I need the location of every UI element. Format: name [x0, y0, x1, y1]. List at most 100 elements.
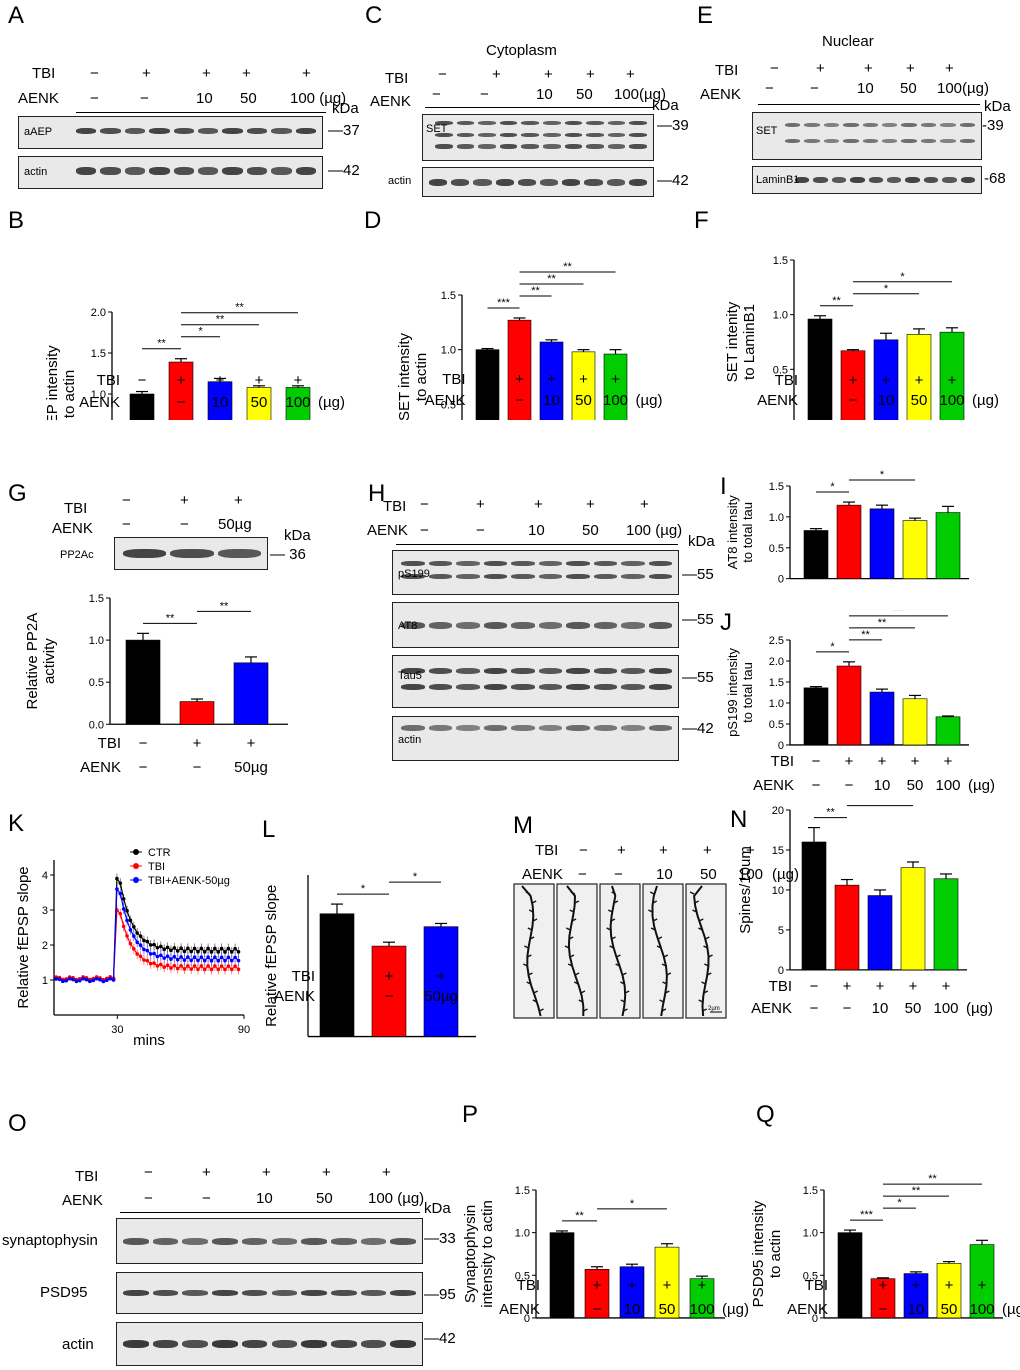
y-tick-label: 15 [772, 845, 784, 857]
g-aenk-2: 50µg [218, 516, 252, 533]
dendritic-spine [524, 945, 529, 949]
blot-band [823, 122, 840, 127]
tbi-value: + [547, 371, 556, 388]
h-aenk-2: 10 [528, 522, 545, 539]
h-blot-tau5 [392, 655, 679, 708]
m-aenk-1: − [614, 866, 623, 883]
y-tick-label: 1.5 [89, 593, 104, 605]
e-blot-set [752, 112, 982, 160]
blot-band [401, 683, 425, 690]
blot-band [182, 1340, 209, 1348]
significance-label: ** [912, 1185, 921, 1197]
c-blot-set [422, 114, 654, 161]
dendritic-spine [649, 891, 655, 895]
h-aenk-label: AENK [367, 522, 408, 539]
tbi-value: − [812, 753, 821, 770]
blot-band [182, 1290, 209, 1296]
blot-band [648, 683, 672, 690]
m-tbi-3: + [703, 842, 712, 859]
h-kda-label: kDa [688, 533, 715, 550]
dendritic-spine [652, 918, 658, 922]
h-blot-at8 [392, 602, 679, 648]
blot-band [100, 127, 121, 134]
g-blot-pp2ac-kda: — 36 [270, 546, 306, 563]
dendritic-spine [528, 972, 533, 976]
c-tbi-label: TBI [385, 70, 409, 87]
m-tbi-label: TBI [535, 842, 559, 859]
blot-band [212, 1290, 238, 1296]
blot-band [521, 133, 539, 138]
y-axis-label: to total tau [740, 662, 755, 723]
bar [935, 512, 961, 579]
g-aenk-1: − [180, 516, 189, 533]
y-axis-label: SET intenity [724, 301, 741, 382]
dendrite [521, 885, 542, 1017]
tbi-row-label: TBI [769, 978, 792, 995]
aenk-value: 50 [911, 392, 928, 409]
blot-band [301, 1290, 327, 1296]
panel-letter-m: M [513, 812, 533, 839]
bar [869, 691, 895, 746]
blot-band [429, 178, 448, 186]
blot-band [483, 668, 507, 675]
g-aenk-label: AENK [52, 520, 93, 537]
dendritic-spine [578, 999, 584, 1003]
y-tick-label: 4 [42, 870, 48, 882]
aenk-value: − [843, 1000, 852, 1017]
y-tick-label: 2.0 [91, 307, 106, 319]
significance-label: ** [216, 314, 225, 326]
o-blot-psd95 [116, 1272, 423, 1314]
blot-band [271, 127, 292, 134]
c-tbi-2: + [544, 66, 553, 83]
significance-label: * [830, 481, 835, 493]
blot-band [586, 121, 604, 126]
aenk-unit: (µg) [636, 392, 663, 409]
blot-band [785, 122, 801, 127]
blot-band [241, 1290, 268, 1296]
blot-band [543, 133, 561, 138]
blot-band [456, 133, 475, 138]
blot-band [564, 133, 583, 138]
aenk-value: 100 [939, 392, 964, 409]
chart-letter: B [8, 207, 24, 234]
blot-band [564, 121, 583, 126]
aenk-value: 10 [874, 777, 891, 794]
bar [969, 1244, 995, 1319]
aenk-unit: (µg) [722, 1301, 749, 1318]
dendritic-spine [566, 927, 571, 931]
aenk-row-label: AENK [757, 392, 798, 409]
y-tick-label: 0.5 [89, 677, 104, 689]
chart-letter: L [262, 816, 275, 843]
blot-band [901, 138, 917, 143]
blot-band [428, 561, 452, 567]
blot-band [456, 561, 480, 567]
tbi-value: + [385, 968, 394, 985]
dendritic-spine [701, 981, 706, 985]
c-aenk-3: 50 [576, 86, 593, 103]
x-tick-label: 30 [111, 1024, 123, 1036]
aenk-value: 100 [689, 1301, 714, 1318]
o-blot-synaptophysin-label: synaptophysin [2, 1232, 98, 1249]
e-title: Nuclear [822, 33, 874, 50]
h-blot-actin [392, 716, 679, 761]
y-tick-label: 1.5 [803, 1185, 818, 1197]
scale-bar-label: 2µm [708, 1006, 720, 1012]
panel-letter-e: E [697, 2, 714, 29]
aenk-row-label: AENK [79, 394, 120, 411]
dendritic-spine [568, 936, 574, 940]
significance-label: ** [547, 273, 556, 285]
tbi-value: + [878, 753, 887, 770]
bar [475, 349, 500, 420]
blot-band [401, 574, 425, 580]
blot-band [152, 1237, 179, 1245]
y-axis-label: Relative fEPSP slope [15, 866, 32, 1008]
dendritic-spine [532, 918, 538, 922]
y-tick-label: 10 [772, 885, 784, 897]
m-tbi-1: + [617, 842, 626, 859]
h-blot-actin-label: actin [398, 734, 422, 746]
tbi-row-label: TBI [292, 968, 315, 985]
dendritic-spine [708, 954, 713, 958]
c-blot-actin-label: actin [388, 175, 412, 187]
y-tick-label: 0 [778, 965, 784, 977]
